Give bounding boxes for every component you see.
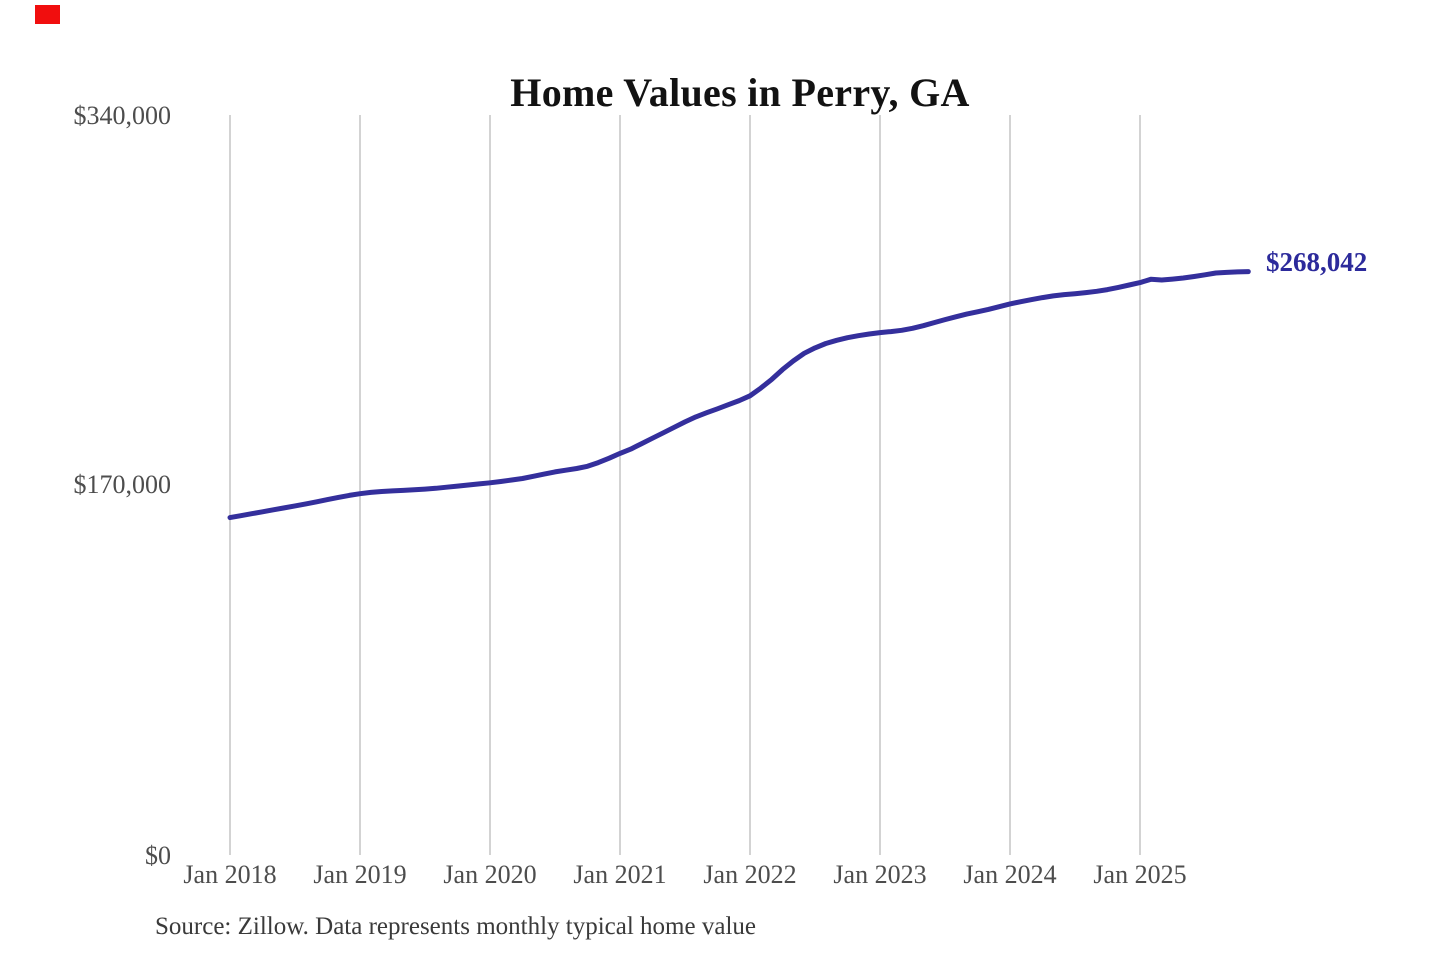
x-tick-label: Jan 2021: [573, 860, 667, 889]
latest-value-label: $268,042: [1266, 247, 1368, 277]
x-tick-label: Jan 2019: [313, 860, 407, 889]
value-line: [227, 269, 1251, 521]
red-marker: [35, 5, 60, 24]
x-tick-label: Jan 2018: [183, 860, 277, 889]
chart-title: Home Values in Perry, GA: [510, 69, 970, 115]
x-tick-label: Jan 2020: [443, 860, 537, 889]
x-tick-label: Jan 2022: [703, 860, 797, 889]
y-tick-label-0: $0: [145, 841, 171, 870]
x-tick-label: Jan 2023: [833, 860, 927, 889]
x-tick-label: Jan 2025: [1093, 860, 1187, 889]
y-tick-label-340000: $340,000: [73, 101, 172, 130]
source-note: Source: Zillow. Data represents monthly …: [155, 913, 756, 940]
y-tick-label-170000: $170,000: [73, 470, 172, 499]
x-tick-label: Jan 2024: [963, 860, 1057, 889]
